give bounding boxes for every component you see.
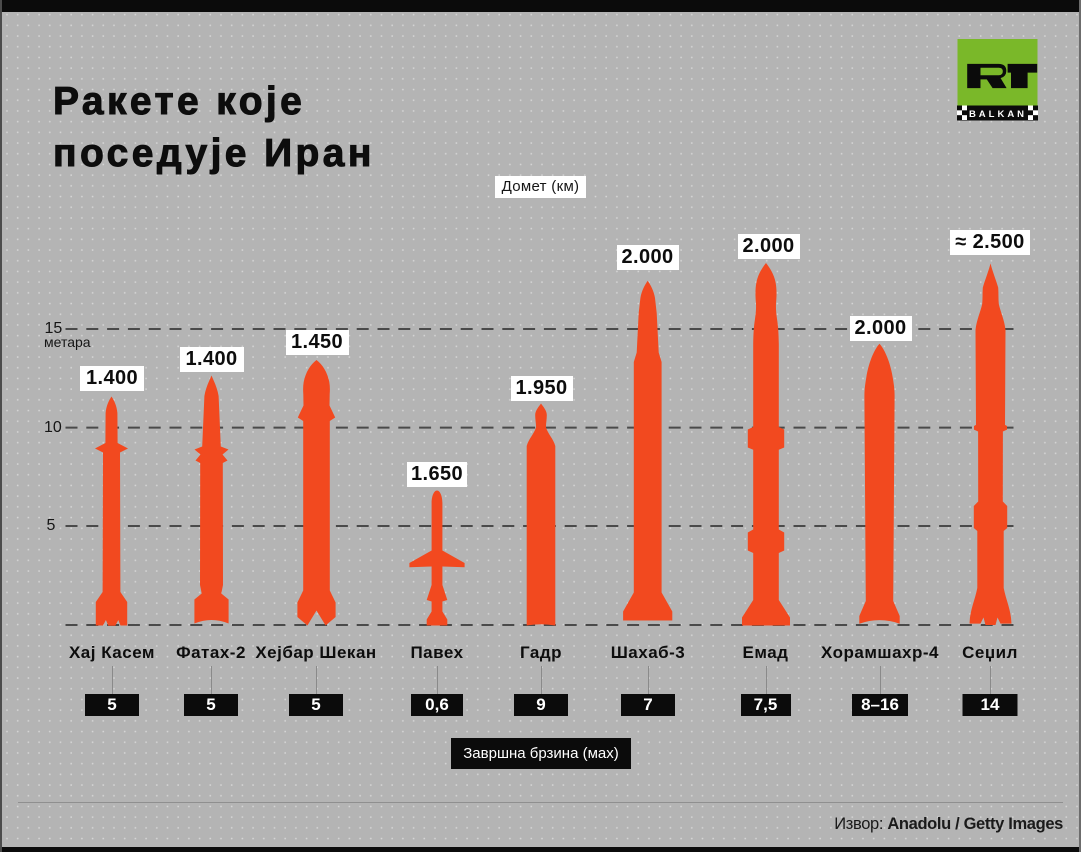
svg-text:BALKAN: BALKAN <box>968 109 1026 120</box>
